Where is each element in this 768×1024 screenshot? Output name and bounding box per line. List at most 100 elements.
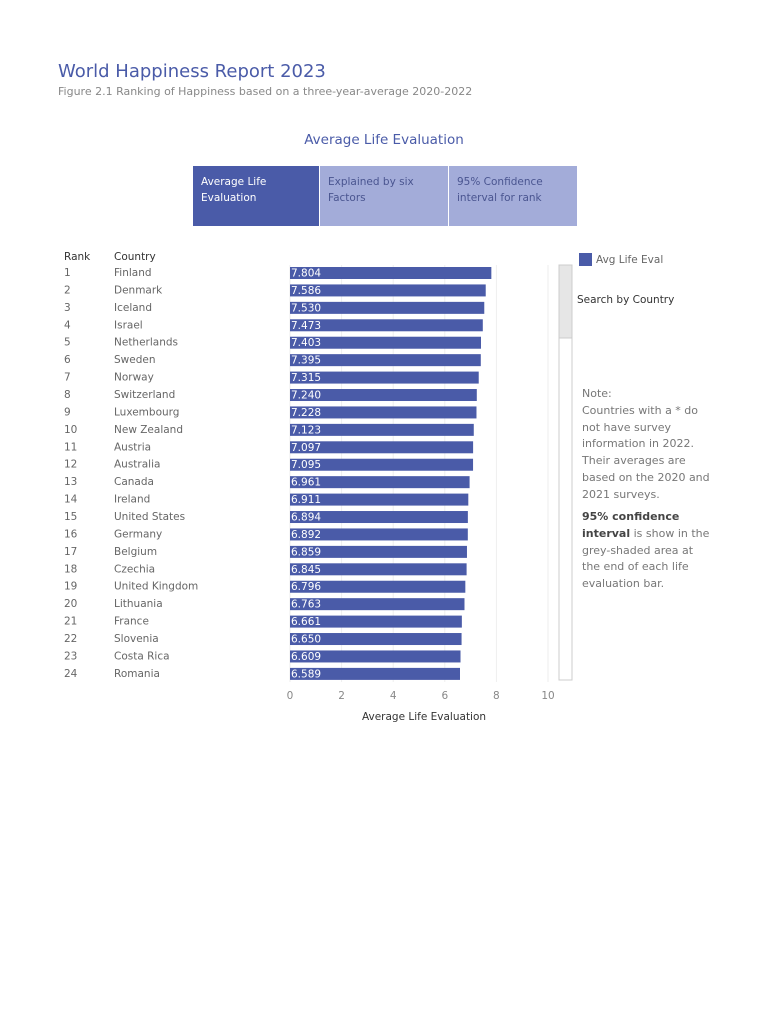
- rank: 1: [64, 267, 71, 279]
- x-tick-label: 4: [390, 690, 397, 702]
- rank: 19: [64, 581, 77, 593]
- value-label: 6.894: [291, 512, 321, 524]
- tab[interactable]: 95% Confidence interval for rank: [449, 166, 577, 226]
- country: Lithuania: [114, 598, 163, 610]
- country: United States: [114, 511, 185, 523]
- note: Note: Countries with a * do not have sur…: [582, 386, 714, 504]
- rank: 23: [64, 650, 77, 662]
- value-label: 6.650: [291, 634, 321, 646]
- value-label: 6.763: [291, 599, 321, 611]
- country: France: [114, 616, 149, 628]
- country: Slovenia: [114, 633, 159, 645]
- note-text: Countries with a * do not have survey in…: [582, 403, 710, 501]
- bar: [290, 598, 465, 611]
- bar: [290, 650, 461, 663]
- value-label: 6.845: [291, 564, 321, 576]
- scrollbar-thumb[interactable]: [558, 264, 573, 339]
- bar: [290, 667, 460, 680]
- rank: 13: [64, 476, 77, 488]
- bar: [290, 511, 468, 524]
- country: Costa Rica: [114, 650, 170, 662]
- ci-note: 95% confidence interval is show in the g…: [582, 509, 714, 593]
- value-label: 7.095: [291, 459, 321, 471]
- country: Iceland: [114, 302, 152, 314]
- rank: 20: [64, 598, 77, 610]
- page-title: World Happiness Report 2023: [58, 61, 326, 82]
- bar: [290, 423, 474, 436]
- value-label: 7.804: [291, 268, 321, 280]
- value-label: 7.473: [291, 320, 321, 332]
- rank: 21: [64, 616, 77, 628]
- ci-note-bold: 95% confidence interval: [582, 510, 680, 540]
- x-axis-label: Average Life Evaluation: [362, 711, 486, 723]
- rank: 17: [64, 546, 77, 558]
- country: Finland: [114, 267, 152, 279]
- country: Sweden: [114, 354, 156, 366]
- rank: 8: [64, 389, 71, 401]
- value-label: 7.403: [291, 337, 321, 349]
- bar: [290, 389, 477, 402]
- country: United Kingdom: [114, 581, 198, 593]
- bar: [290, 284, 486, 297]
- value-label: 7.228: [291, 407, 321, 419]
- bar: [290, 371, 479, 384]
- country: Ireland: [114, 494, 150, 506]
- rank: 11: [64, 441, 77, 453]
- value-label: 7.240: [291, 390, 321, 402]
- x-tick-label: 0: [287, 690, 294, 702]
- rank: 9: [64, 406, 71, 418]
- rank: 16: [64, 528, 78, 540]
- rank: 24: [64, 668, 78, 680]
- bar: [290, 267, 492, 279]
- chart-title: Average Life Evaluation: [304, 132, 464, 148]
- country-header: Country: [114, 251, 156, 263]
- tab[interactable]: Average Life Evaluation: [193, 166, 319, 226]
- bar: [290, 476, 470, 489]
- rank: 5: [64, 337, 71, 349]
- x-tick-label: 8: [493, 690, 500, 702]
- value-label: 6.911: [291, 494, 321, 506]
- note-heading: Note:: [582, 387, 612, 400]
- value-label: 6.589: [291, 668, 321, 680]
- rank: 14: [64, 494, 78, 506]
- tab[interactable]: Explained by six Factors: [320, 166, 448, 226]
- country: Luxembourg: [114, 406, 179, 418]
- value-label: 7.315: [291, 372, 321, 384]
- bar: [290, 545, 467, 558]
- page-subtitle: Figure 2.1 Ranking of Happiness based on…: [58, 85, 472, 98]
- country: Romania: [114, 668, 160, 680]
- country: Israel: [114, 319, 143, 331]
- country: Belgium: [114, 546, 157, 558]
- value-label: 7.097: [291, 442, 321, 454]
- search-label[interactable]: Search by Country: [577, 294, 674, 306]
- bar: [290, 301, 485, 314]
- bar: [290, 615, 462, 628]
- bar: [290, 633, 462, 646]
- bar: [290, 354, 481, 367]
- rank: 7: [64, 372, 71, 384]
- legend-swatch: [579, 253, 592, 266]
- country: Netherlands: [114, 337, 178, 349]
- bar: [290, 441, 474, 454]
- rank: 4: [64, 319, 71, 331]
- country: Austria: [114, 441, 151, 453]
- bar: [290, 563, 467, 576]
- country: Germany: [114, 528, 162, 540]
- country: Denmark: [114, 284, 163, 296]
- country: Canada: [114, 476, 154, 488]
- bar: [290, 458, 474, 471]
- bar: [290, 336, 481, 349]
- x-tick-label: 2: [338, 690, 345, 702]
- country: Australia: [114, 459, 160, 471]
- value-label: 6.892: [291, 529, 321, 541]
- value-label: 6.796: [291, 581, 321, 593]
- rank: 10: [64, 424, 77, 436]
- value-label: 6.961: [291, 477, 321, 489]
- rank: 22: [64, 633, 77, 645]
- value-label: 6.609: [291, 651, 321, 663]
- country: Switzerland: [114, 389, 175, 401]
- rank: 3: [64, 302, 71, 314]
- x-tick-label: 6: [441, 690, 448, 702]
